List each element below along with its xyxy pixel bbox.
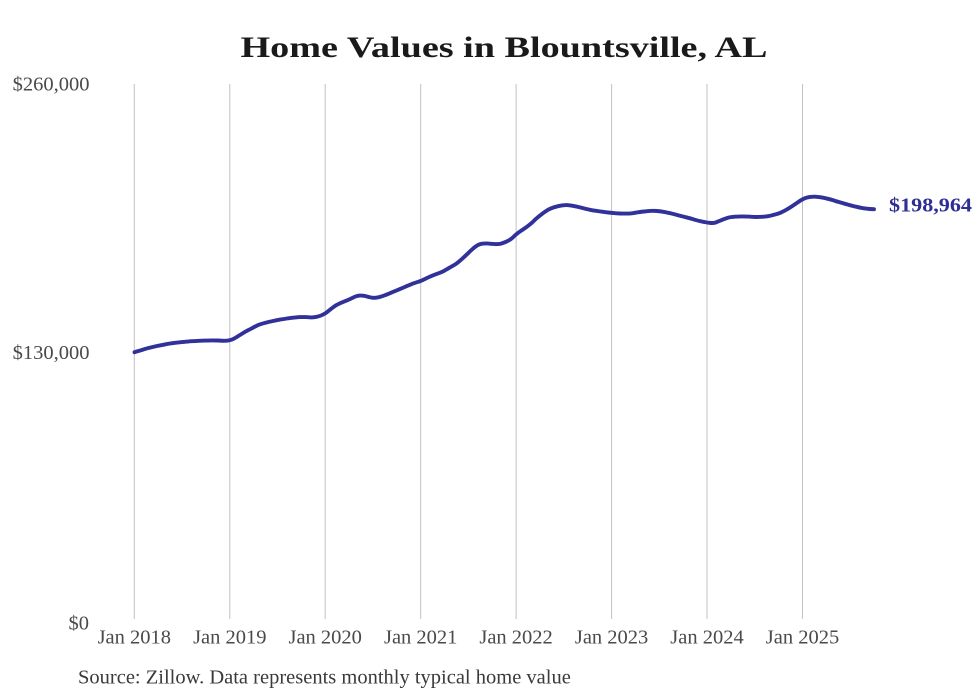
svg-text:Jan 2020: Jan 2020 xyxy=(288,626,361,648)
svg-text:$260,000: $260,000 xyxy=(13,74,90,96)
svg-text:Jan 2021: Jan 2021 xyxy=(384,626,457,648)
svg-text:Home Values in Blountsville, A: Home Values in Blountsville, AL xyxy=(241,31,768,64)
svg-text:Jan 2018: Jan 2018 xyxy=(98,626,171,648)
svg-text:$130,000: $130,000 xyxy=(13,342,90,364)
svg-text:$0: $0 xyxy=(69,613,90,635)
svg-text:Jan 2025: Jan 2025 xyxy=(766,626,839,648)
svg-text:Jan 2024: Jan 2024 xyxy=(670,626,743,648)
svg-text:Jan 2022: Jan 2022 xyxy=(479,626,552,648)
svg-text:$198,964: $198,964 xyxy=(889,195,972,217)
svg-text:Source: Zillow. Data represent: Source: Zillow. Data represents monthly … xyxy=(78,667,571,689)
svg-text:Jan 2023: Jan 2023 xyxy=(575,626,648,648)
svg-text:Jan 2019: Jan 2019 xyxy=(193,626,266,648)
